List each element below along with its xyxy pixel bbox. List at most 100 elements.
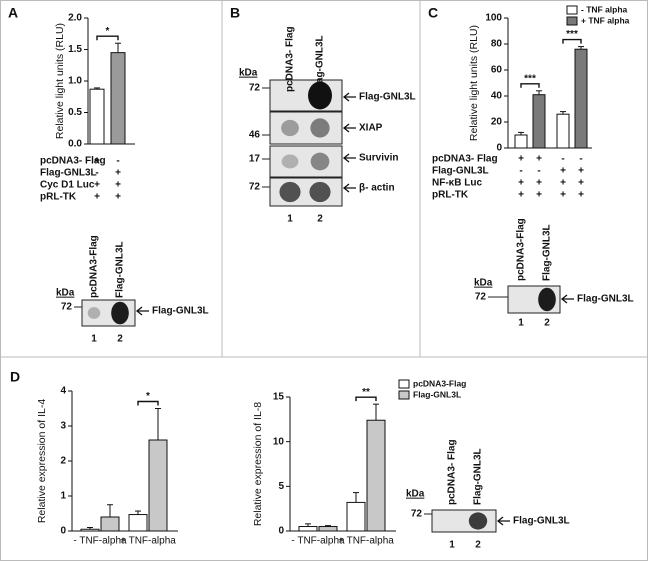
condition-cell: - [519, 166, 522, 177]
band-label: Flag-GNL3L [152, 306, 209, 317]
lane-number: 2 [544, 318, 550, 329]
bar [366, 419, 386, 532]
y-tick-label: 4 [60, 386, 66, 397]
condition-cell: + [560, 166, 566, 177]
y-tick-label: 1 [60, 491, 66, 502]
lane-number: 2 [317, 214, 323, 225]
marker-label: 72 [61, 302, 73, 313]
lane-label: pcDNA3- Flag [285, 26, 296, 92]
marker-label: 72 [249, 83, 261, 94]
band-label: Flag-GNL3L [577, 294, 634, 305]
condition-cell: + [94, 192, 100, 203]
lane-number: 2 [475, 540, 481, 551]
significance-bracket [355, 396, 377, 402]
y-tick-label: 15 [273, 392, 285, 403]
condition-cell: + [578, 178, 584, 189]
band-arrow [342, 153, 356, 163]
significance-bracket [137, 400, 159, 406]
condition-cell: + [115, 192, 121, 203]
bar [89, 88, 105, 145]
lane-label: Flag-GNL3L [115, 241, 126, 298]
bar [110, 52, 126, 145]
y-tick-label: 0.0 [68, 139, 82, 150]
kda-label: kDa [56, 288, 75, 299]
lane-label: pcDNA3-Flag [516, 218, 527, 281]
y-axis-label: Relative expression of IL-8 [252, 402, 264, 526]
y-tick-label: 40 [491, 91, 503, 102]
y-axis-label: Relative expression of IL-4 [36, 399, 48, 523]
lane-number: 2 [117, 334, 123, 345]
y-tick-label: 100 [485, 13, 502, 24]
y-tick-label: 5 [278, 481, 284, 492]
x-tick-label: + TNF-alpha [120, 536, 176, 547]
panel-letter: D [10, 369, 20, 385]
lane-number: 1 [287, 214, 293, 225]
y-tick-label: 0 [278, 526, 284, 537]
panel-letter: A [8, 5, 18, 21]
condition-cell: + [560, 190, 566, 201]
lane-label: Flag-GNL3L [542, 224, 553, 281]
condition-cell: + [560, 178, 566, 189]
blot-band [279, 181, 301, 203]
blot-band [309, 181, 331, 203]
bar [346, 501, 366, 532]
condition-label: NF-κB Luc [432, 178, 482, 189]
band-label: Flag-GNL3L [359, 92, 416, 103]
x-tick-label: - TNF-alpha [73, 536, 127, 547]
condition-cell: + [94, 156, 100, 167]
legend-label: - TNF alpha [581, 4, 628, 14]
bar [100, 516, 120, 532]
y-tick-label: 60 [491, 65, 503, 76]
condition-label: pRL-TK [40, 192, 77, 203]
legend-swatch [566, 5, 578, 15]
band-arrow [135, 306, 149, 316]
lane-label: pcDNA3- Flag [447, 439, 458, 505]
blot-band [281, 119, 299, 137]
band-arrow [342, 183, 356, 193]
significance-label: ** [362, 387, 370, 398]
y-tick-label: 0.5 [68, 107, 82, 118]
significance-bracket [96, 35, 119, 41]
condition-cell: - [537, 166, 540, 177]
y-tick-label: 1.5 [68, 44, 82, 55]
bar [556, 113, 570, 149]
kda-label: kDa [406, 489, 425, 500]
marker-label: 72 [249, 182, 261, 193]
significance-label: *** [524, 73, 536, 84]
legend-swatch [566, 16, 578, 26]
condition-label: pRL-TK [432, 190, 469, 201]
condition-label: Flag-GNL3L [40, 168, 97, 179]
bar [532, 94, 546, 149]
lane-label: Flag-GNL3L [473, 448, 484, 505]
marker-label: 72 [475, 292, 487, 303]
significance-label: * [106, 26, 110, 37]
legend-label: + TNF alpha [581, 15, 630, 25]
marker-label: 17 [249, 154, 261, 165]
blot-band [538, 287, 556, 312]
y-tick-label: 10 [273, 436, 285, 447]
condition-cell: - [95, 168, 98, 179]
lane-number: 1 [518, 318, 524, 329]
bar [80, 528, 100, 532]
y-axis-label: Relative light units (RLU) [468, 25, 480, 141]
y-tick-label: 0 [496, 143, 502, 154]
lane-label: pcDNA3-Flag [89, 235, 100, 298]
condition-cell: + [536, 154, 542, 165]
significance-bracket [520, 83, 540, 88]
band-label: XIAP [359, 123, 383, 134]
bar [298, 526, 318, 532]
bar [128, 514, 148, 532]
condition-cell: + [115, 168, 121, 179]
lane-number: 1 [449, 540, 455, 551]
condition-cell: + [518, 190, 524, 201]
condition-cell: + [518, 154, 524, 165]
x-tick-label: + TNF-alpha [338, 536, 394, 547]
kda-label: kDa [239, 68, 258, 79]
panel-letter: B [230, 5, 240, 21]
band-label: Survivin [359, 153, 398, 164]
legend-swatch [398, 390, 410, 400]
condition-cell: - [116, 156, 119, 167]
condition-cell: - [579, 154, 582, 165]
blot-band [87, 307, 101, 319]
